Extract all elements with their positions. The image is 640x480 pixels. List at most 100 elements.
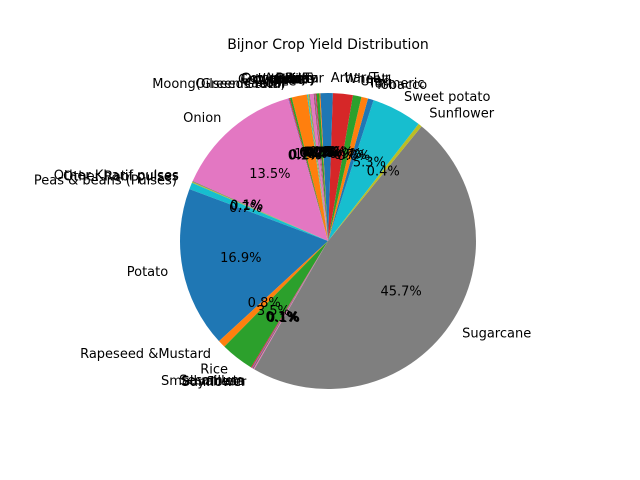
slice-percent-label: 0.7% — [334, 148, 367, 163]
slice-percent-label: 0.8% — [248, 296, 281, 311]
slice-percent-label: 0.1% — [288, 148, 321, 163]
slice-category-label: Potato — [127, 265, 168, 280]
pie-slice — [254, 126, 477, 390]
percent-labels: 0.8%0.1%0.3%0.1%0.1%0.1%0.4%0.1%0.1%0.1%… — [220, 145, 422, 326]
slice-percent-label: 45.7% — [380, 284, 421, 299]
slice-category-label: Linseed — [255, 73, 305, 88]
pie-slices — [179, 93, 477, 390]
slice-category-label: Arhar/Tur — [264, 71, 324, 86]
slice-category-label: Wheat — [344, 72, 386, 87]
slice-percent-label: 0.1% — [230, 198, 263, 213]
slice-percent-label: 0.4% — [302, 146, 335, 161]
slice-percent-label: 5.3% — [353, 156, 386, 171]
pie-slice — [253, 241, 328, 370]
slice-percent-label: 0.1% — [265, 310, 298, 325]
slice-percent-label: 0.1% — [288, 148, 321, 163]
pie-slice — [319, 93, 328, 242]
pie-slice — [328, 93, 353, 241]
pie-slice — [328, 98, 374, 241]
slice-category-label: Gram — [274, 72, 310, 87]
slice-category-label: Sugarcane — [462, 326, 531, 341]
pie-slice — [328, 95, 362, 241]
slice-percent-label: 0.1% — [266, 310, 299, 325]
pie-slice — [316, 93, 328, 241]
slice-percent-label: 0.1% — [307, 145, 340, 160]
slice-percent-label: 16.9% — [220, 251, 261, 266]
slice-percent-label: 0.9% — [329, 147, 362, 162]
slice-percent-label: 1.6% — [294, 147, 327, 162]
pie-slice — [313, 93, 328, 242]
pie-slice — [314, 93, 328, 241]
pie-slice — [328, 93, 333, 241]
slice-category-label: Arhar/Tur — [331, 71, 391, 86]
slice-category-label: Turmeric — [367, 76, 424, 91]
slice-category-label: Soyabean — [181, 374, 245, 389]
slice-category-label: Sunflower — [182, 375, 248, 390]
slice-category-label: Sesamum — [179, 373, 244, 388]
slice-percent-label: 2.1% — [320, 146, 353, 161]
slice-category-label: Jowar — [270, 73, 307, 88]
slice-percent-label: 0.4% — [367, 165, 400, 180]
slice-percent-label: 0.1% — [303, 146, 336, 161]
pie-slice — [320, 93, 328, 241]
slice-category-label: Other Rabi pulses — [63, 170, 179, 185]
slice-percent-label: 0.1% — [304, 146, 337, 161]
pie-slice — [328, 100, 419, 241]
slice-percent-label: 0.2% — [289, 148, 322, 163]
slice-percent-label: 0.6% — [337, 149, 370, 164]
slice-category-label: Dry chillies — [242, 72, 314, 87]
slice-category-label: Oilseeds total — [195, 77, 284, 92]
pie-slice — [191, 181, 328, 241]
slice-category-label: Moong(Green Gram) — [152, 77, 285, 92]
slice-percent-label: 0.5% — [313, 145, 346, 160]
slice-percent-label: 0.7% — [229, 201, 262, 216]
pie-slice — [307, 94, 328, 241]
slice-category-label: Barley — [275, 72, 317, 87]
pie-slice — [291, 94, 328, 241]
slice-category-label: Rapeseed &Mustard — [80, 347, 211, 362]
slice-percent-label: 0.1% — [299, 146, 332, 161]
pie-slice — [224, 241, 328, 368]
slice-percent-label: 0.3% — [305, 145, 338, 160]
slice-category-label: Rice — [200, 363, 228, 378]
chart-title: Bijnor Crop Yield Distribution — [227, 37, 429, 53]
pie-slice — [309, 93, 328, 242]
slice-category-label: Other Kharif pulses — [54, 169, 179, 184]
slice-category-label: Onion — [183, 111, 221, 126]
slice-category-label: Cotton(lint) — [241, 72, 315, 87]
pie-slice — [308, 94, 328, 241]
slice-percent-label: 13.5% — [249, 167, 290, 182]
slice-category-label: Small millets — [161, 374, 245, 389]
pie-slice — [179, 189, 328, 342]
pie-slice — [219, 241, 328, 347]
slice-category-label: Garlic — [275, 72, 313, 87]
pie-slice — [288, 98, 328, 241]
slice-percent-label: 0.8% — [309, 145, 342, 160]
slice-category-label: Sweet potato — [404, 90, 490, 105]
pie-slice — [315, 93, 328, 242]
slice-percent-label: 0.1% — [300, 146, 333, 161]
slice-category-label: Sunflower — [429, 107, 495, 122]
slice-percent-label: 0.1% — [230, 199, 263, 214]
pie-slice — [189, 182, 328, 241]
pie-slice — [306, 94, 328, 242]
slice-category-label: Tobacco — [374, 78, 427, 93]
slice-percent-label: 0.1% — [304, 146, 337, 161]
pie-slice — [328, 96, 369, 242]
pie-slice — [289, 97, 328, 242]
slice-percent-label: 0.1% — [300, 146, 333, 161]
pie-slice — [250, 241, 328, 368]
slice-percent-label: 3.5% — [257, 304, 290, 319]
slice-category-label: Peas & beans (Pulses) — [34, 173, 177, 188]
pie-slice — [252, 241, 328, 369]
pie-slice — [251, 241, 328, 369]
slice-category-label: Bajra — [285, 71, 319, 86]
pie-slice — [328, 123, 422, 241]
slice-category-label: Maize — [259, 74, 297, 89]
slice-category-label: Urad — [360, 74, 391, 89]
slice-percent-label: 0.1% — [267, 311, 300, 326]
pie-slice — [192, 98, 328, 241]
pie-slice — [192, 181, 328, 241]
